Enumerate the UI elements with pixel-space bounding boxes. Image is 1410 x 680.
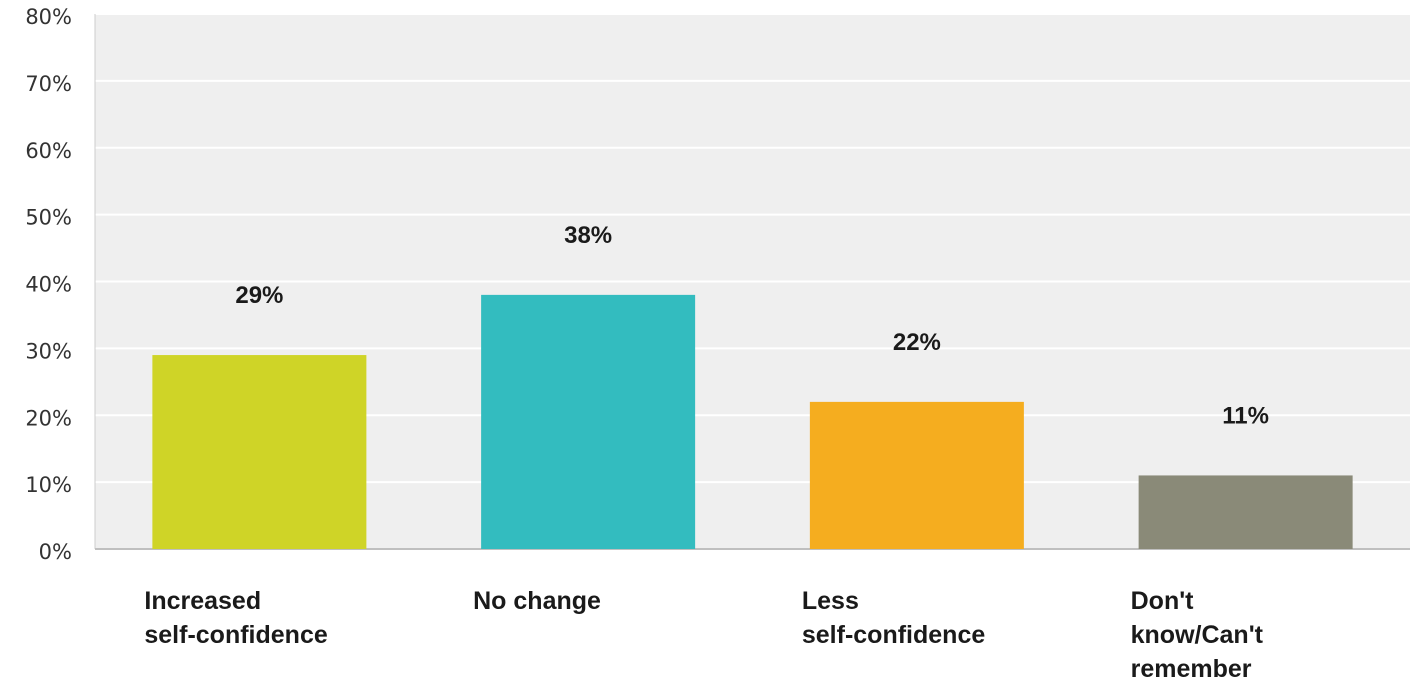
category-label: No change: [473, 587, 601, 615]
category-label: self-confidence: [802, 621, 985, 649]
y-tick-label: 10%: [25, 473, 72, 497]
y-tick-label: 80%: [25, 5, 72, 29]
data-label: 38%: [564, 222, 612, 249]
bar: [809, 401, 1024, 549]
category-label: know/Can't: [1131, 621, 1264, 649]
category-label: Increased: [144, 587, 261, 615]
bar: [481, 294, 696, 549]
bar: [152, 355, 367, 549]
y-tick-label: 20%: [25, 406, 72, 430]
y-tick-label: 0%: [39, 540, 72, 564]
bar: [1138, 475, 1353, 549]
y-tick-label: 70%: [25, 72, 72, 96]
category-label: Don't: [1131, 587, 1195, 615]
y-tick-label: 40%: [25, 273, 72, 297]
data-label: 22%: [893, 329, 941, 356]
y-tick-label: 50%: [25, 206, 72, 230]
y-tick-label: 30%: [25, 339, 72, 363]
data-label: 11%: [1222, 402, 1269, 429]
data-label: 29%: [235, 282, 283, 309]
category-label: remember: [1131, 655, 1252, 680]
category-label: Less: [802, 587, 859, 615]
y-tick-label: 60%: [25, 139, 72, 163]
category-label: self-confidence: [144, 621, 327, 649]
